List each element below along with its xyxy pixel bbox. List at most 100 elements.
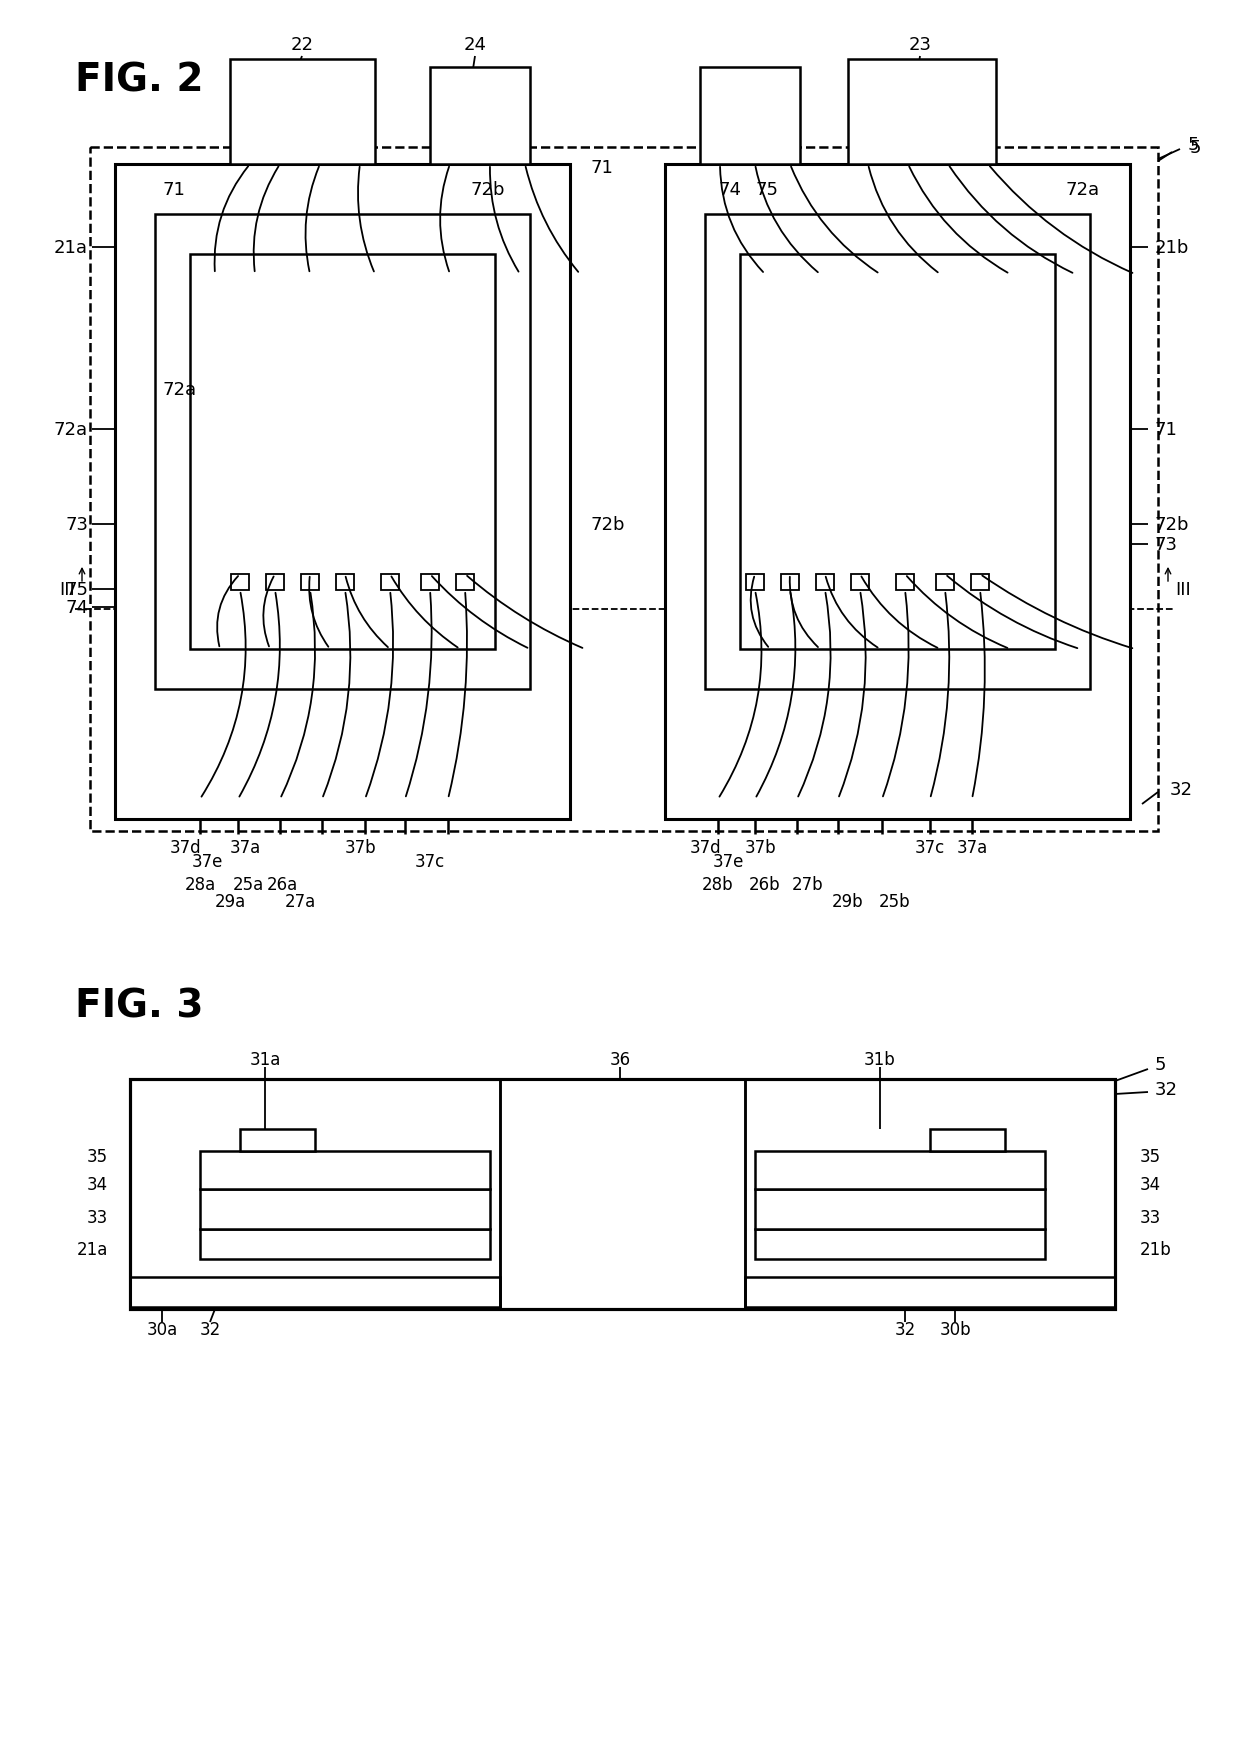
Text: 72a: 72a (1066, 181, 1100, 199)
Text: 73: 73 (64, 517, 88, 534)
Text: 72b: 72b (590, 517, 625, 534)
Bar (701, 69, 800, 165)
Bar (130, 1277, 500, 1307)
Bar (200, 1230, 490, 1260)
Bar (130, 1079, 1115, 1309)
Text: III: III (60, 580, 74, 599)
Text: 34: 34 (87, 1175, 108, 1193)
Text: 32: 32 (1154, 1081, 1178, 1098)
Text: 31b: 31b (864, 1051, 895, 1068)
Bar (200, 1151, 490, 1189)
Text: 29a: 29a (215, 893, 246, 910)
Bar (755, 1151, 1045, 1189)
Bar (155, 214, 529, 689)
Text: 32: 32 (200, 1320, 221, 1339)
Bar (746, 575, 764, 590)
Bar (301, 575, 319, 590)
Text: 37b: 37b (345, 838, 376, 856)
Text: 28b: 28b (702, 875, 734, 894)
Bar (755, 1189, 1045, 1230)
Bar (130, 1079, 1115, 1309)
Text: III: III (1176, 580, 1190, 599)
Text: 35: 35 (1140, 1147, 1161, 1165)
Bar (130, 1277, 500, 1307)
Bar (971, 575, 990, 590)
Bar (755, 1230, 1045, 1260)
Text: 37d: 37d (689, 838, 720, 856)
Text: 27a: 27a (284, 893, 316, 910)
Text: 21b: 21b (1140, 1240, 1172, 1258)
Text: 5: 5 (1188, 135, 1199, 155)
Text: 33: 33 (87, 1209, 108, 1226)
Text: 34: 34 (1140, 1175, 1161, 1193)
Text: 71: 71 (1154, 420, 1178, 439)
Text: 21b: 21b (1154, 239, 1189, 257)
Bar (115, 165, 570, 819)
Bar (229, 60, 374, 165)
Bar (200, 1151, 490, 1189)
Text: 32: 32 (894, 1320, 915, 1339)
Bar (91, 148, 1158, 831)
Bar (740, 255, 1055, 650)
Text: 23: 23 (909, 35, 931, 54)
Text: 21a: 21a (55, 239, 88, 257)
Text: 71: 71 (162, 181, 185, 199)
Text: 35: 35 (87, 1147, 108, 1165)
Text: 37e: 37e (191, 852, 223, 870)
Bar (755, 1151, 1045, 1189)
Bar (241, 1130, 315, 1151)
Bar (200, 1189, 490, 1230)
Text: 21a: 21a (77, 1240, 108, 1258)
Text: 26b: 26b (749, 875, 781, 894)
Text: 37c: 37c (415, 852, 445, 870)
Text: 5: 5 (1154, 1056, 1167, 1074)
Bar (755, 1189, 1045, 1230)
Text: 75: 75 (64, 580, 88, 599)
Bar (781, 575, 799, 590)
Text: 72b: 72b (470, 181, 505, 199)
Bar (755, 1230, 1045, 1260)
Text: 27b: 27b (792, 875, 823, 894)
Bar (936, 575, 954, 590)
Text: 25b: 25b (879, 893, 911, 910)
Text: 75: 75 (755, 181, 777, 199)
Bar (200, 1230, 490, 1260)
Bar (706, 214, 1090, 689)
Bar (231, 575, 249, 590)
Text: 22: 22 (290, 35, 314, 54)
Bar (745, 1277, 1115, 1307)
Bar (336, 575, 353, 590)
Bar (200, 1189, 490, 1230)
Text: 74: 74 (718, 181, 742, 199)
Bar (430, 69, 529, 165)
Text: 32: 32 (1171, 780, 1193, 798)
Text: 25a: 25a (232, 875, 264, 894)
Bar (190, 255, 495, 650)
Bar (381, 575, 399, 590)
Bar (848, 60, 996, 165)
Bar (930, 1130, 1004, 1151)
Bar (745, 1277, 1115, 1307)
Bar (665, 165, 1130, 819)
Text: 37b: 37b (744, 838, 776, 856)
Text: FIG. 2: FIG. 2 (74, 61, 203, 100)
Text: 33: 33 (1140, 1209, 1161, 1226)
Text: 73: 73 (1154, 536, 1178, 553)
Bar (851, 575, 869, 590)
Text: 30a: 30a (146, 1320, 177, 1339)
Text: 71: 71 (590, 158, 613, 177)
Text: 36: 36 (609, 1051, 631, 1068)
Text: 30b: 30b (939, 1320, 971, 1339)
Text: 5: 5 (1190, 139, 1202, 156)
Text: 26a: 26a (267, 875, 298, 894)
Text: 28a: 28a (185, 875, 216, 894)
Bar (456, 575, 474, 590)
Text: 24: 24 (464, 35, 486, 54)
Text: 72a: 72a (53, 420, 88, 439)
Bar (267, 575, 284, 590)
Text: 37c: 37c (915, 838, 945, 856)
Bar (130, 1079, 1115, 1309)
Text: 37a: 37a (229, 838, 260, 856)
Text: FIG. 3: FIG. 3 (74, 987, 203, 1026)
Bar (897, 575, 914, 590)
